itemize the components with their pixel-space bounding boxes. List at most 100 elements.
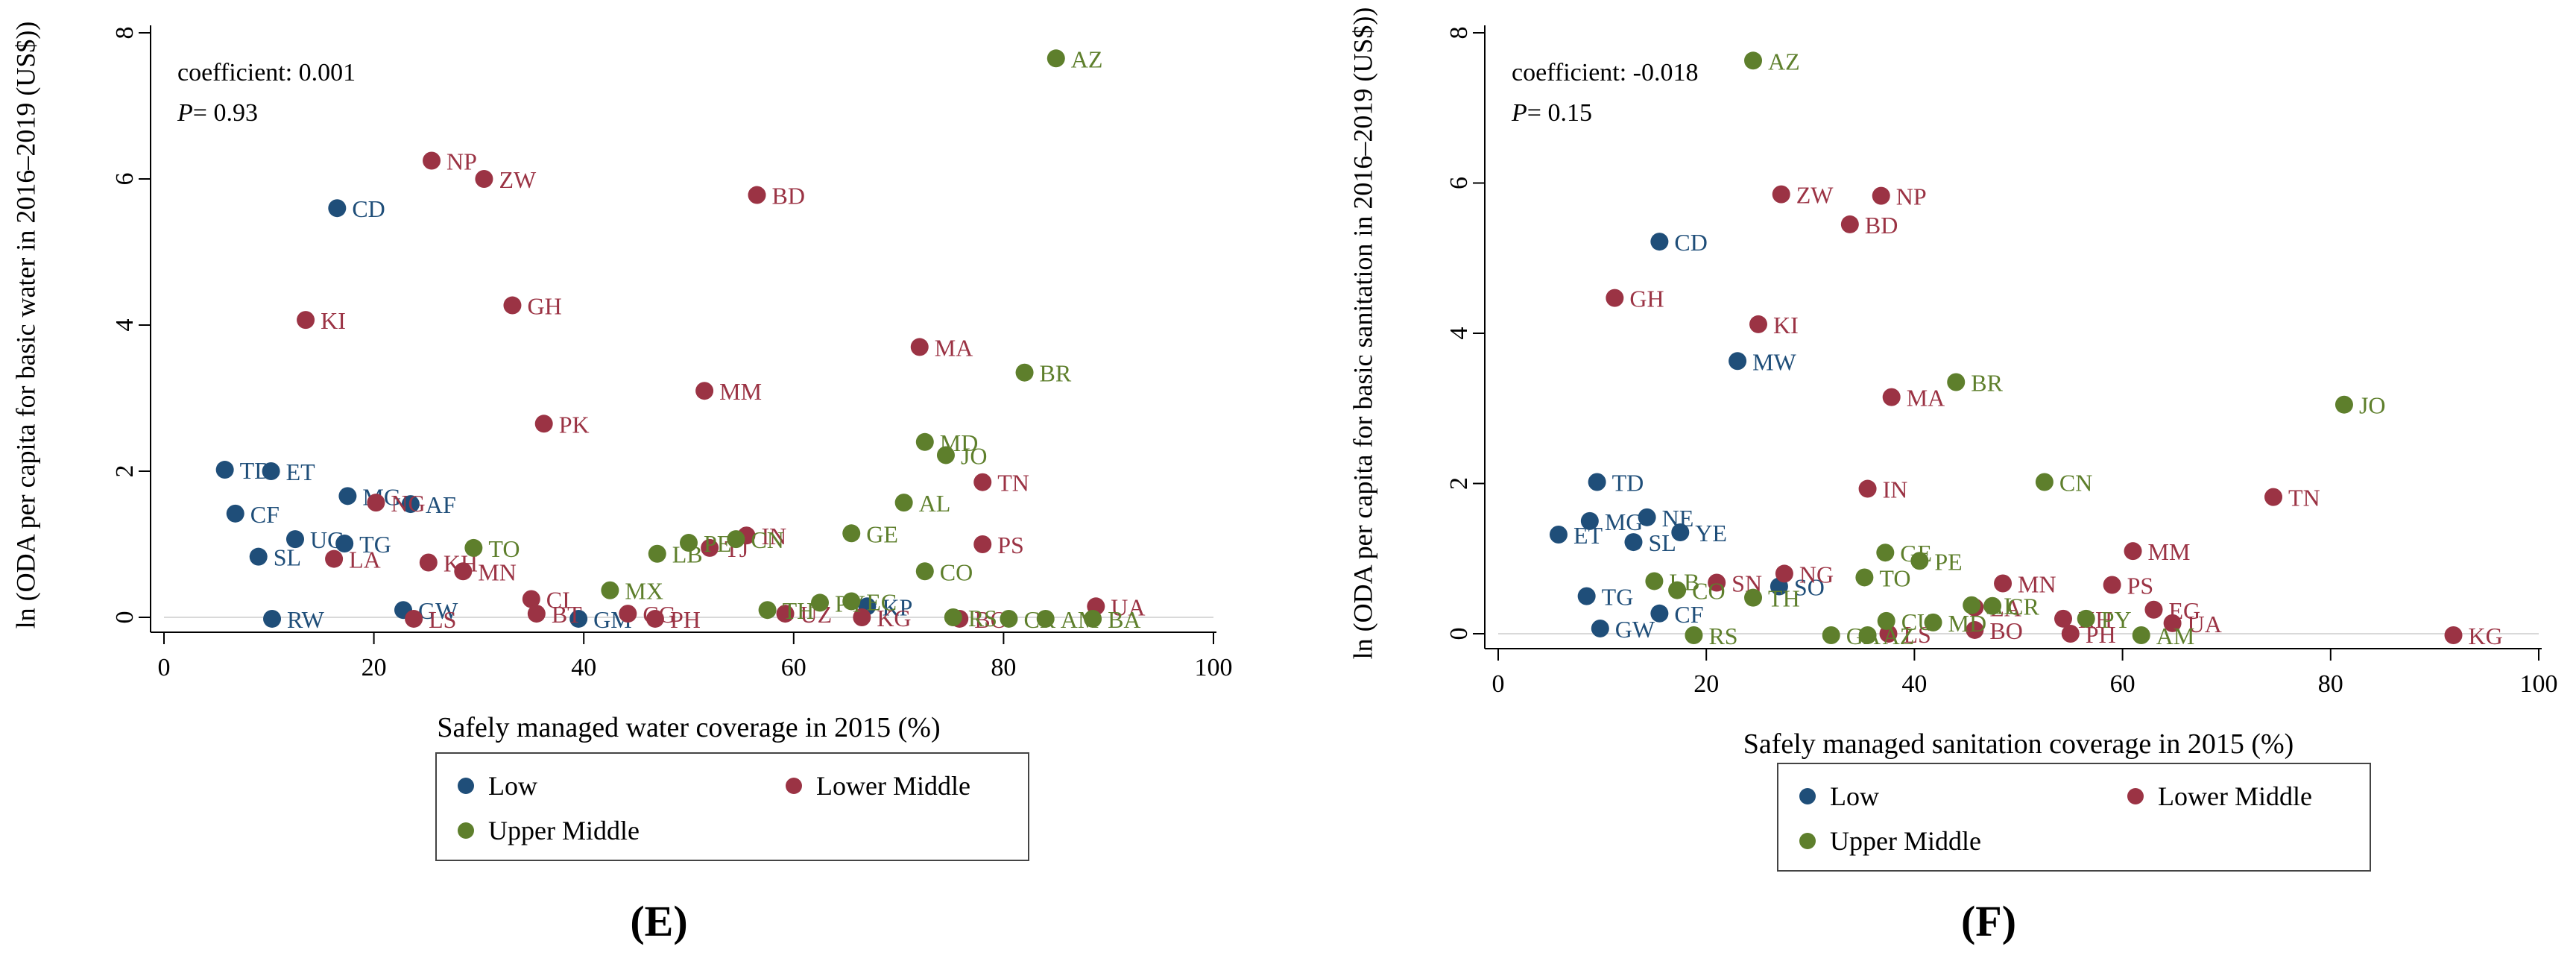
data-point-br [1015, 363, 1034, 382]
data-point-sl [249, 547, 268, 566]
panel-label-f: (F) [1961, 897, 2016, 945]
data-label-mg: MG [1605, 508, 1644, 535]
data-point-uz [776, 605, 795, 623]
data-point-az [1046, 49, 1065, 68]
data-point-td [1588, 473, 1606, 491]
data-label-et: ET [1573, 522, 1603, 549]
data-label-td: TD [1612, 469, 1644, 496]
y-tick-label: 8 [1445, 27, 1473, 40]
data-point-th [758, 601, 777, 620]
data-point-ec [842, 592, 861, 611]
data-label-gw: GW [418, 597, 458, 624]
legend-box [435, 752, 1029, 861]
data-point-ge [1876, 544, 1895, 562]
data-point-md [915, 432, 934, 451]
data-label-mw: MW [1752, 348, 1796, 375]
x-tick-label: 20 [362, 654, 387, 681]
data-point-et [262, 462, 280, 480]
data-point-in [1858, 479, 1877, 498]
data-point-mn [1994, 574, 2012, 593]
data-label-in: IN [761, 523, 786, 549]
data-point-bd [1840, 215, 1859, 233]
data-label-ng: NG [391, 490, 425, 517]
x-tick-label: 60 [781, 654, 806, 681]
data-point-mn [454, 562, 473, 581]
data-point-ps [973, 535, 992, 553]
x-tick-label: 60 [2110, 670, 2135, 698]
data-point-ng [1775, 564, 1793, 583]
coefficient-annotation: coefficient: 0.001 [177, 59, 356, 86]
data-label-py: PY [2101, 606, 2132, 633]
data-label-pe: PE [1934, 548, 1962, 575]
data-point-rs [1685, 626, 1703, 645]
data-point-tn [973, 473, 992, 491]
data-point-ps [2103, 576, 2121, 594]
data-point-md [1924, 613, 1942, 631]
x-tick-label: 0 [1492, 670, 1505, 698]
data-label-kg: KG [877, 605, 911, 631]
y-tick-label: 2 [1445, 477, 1473, 490]
data-point-ge [842, 524, 861, 543]
data-label-sl: SL [274, 544, 301, 571]
data-label-jo: JO [2359, 392, 2386, 419]
data-point-ki [297, 311, 315, 330]
data-point-ng [367, 494, 385, 512]
x-tick-label: 100 [2520, 670, 2558, 698]
data-label-am: AM [2156, 623, 2195, 649]
data-label-in: IN [1883, 476, 1908, 503]
data-point-zw [1772, 185, 1790, 204]
data-point-tg [1577, 587, 1596, 605]
data-point-to [1855, 568, 1874, 587]
y-tick-label: 0 [111, 611, 139, 624]
data-label-az: AZ [1883, 623, 1915, 649]
data-label-ba: BA [1108, 606, 1140, 633]
data-label-mm: MM [719, 378, 762, 405]
y-tick-label: 8 [111, 27, 139, 40]
x-tick-label: 80 [2318, 670, 2343, 698]
data-point-ba [1084, 609, 1102, 628]
data-point-cg [619, 605, 637, 623]
data-label-az: AZ [1071, 45, 1103, 72]
data-label-np: NP [1896, 183, 1927, 210]
data-point-mg [338, 487, 357, 505]
data-label-ua: UA [2188, 611, 2222, 637]
data-point-gm [569, 609, 588, 628]
data-point-mm [2124, 542, 2142, 561]
data-label-mm: MM [2148, 538, 2191, 565]
data-label-cn: CN [751, 526, 783, 553]
x-axis-title: Safely managed sanitation coverage in 20… [1743, 728, 2294, 760]
data-point-tg [335, 535, 354, 553]
data-label-al: AL [919, 490, 951, 517]
data-label-cf: CF [250, 501, 280, 528]
data-point-ki [1749, 315, 1767, 333]
data-point-kg [853, 608, 871, 626]
data-point-mx [601, 581, 619, 599]
legend-marker-lower-middle [2127, 788, 2144, 804]
data-point-az [1858, 626, 1877, 645]
data-point-np [1872, 186, 1890, 205]
data-point-co [1668, 581, 1687, 599]
data-label-ec: EC [866, 588, 897, 615]
data-label-tg: TG [359, 531, 391, 558]
legend-label-upper-middle: Upper Middle [488, 816, 640, 845]
data-label-ye: YE [1695, 520, 1727, 547]
legend-marker-upper-middle [1799, 833, 1816, 849]
data-point-zw [475, 170, 493, 188]
data-point-rw [263, 609, 282, 628]
panel-label-e: (E) [630, 897, 687, 945]
data-label-ng: NG [1799, 561, 1834, 588]
data-label-bd: BD [1865, 212, 1898, 239]
data-label-ls: LS [429, 606, 456, 633]
data-point-cu [1877, 611, 1895, 630]
data-label-tn: TN [997, 470, 1029, 497]
panel-F: 0 20 40 60 80 100 0 2 4 6 8 Safely managed sanitati… [1348, 7, 2557, 945]
data-point-cr [1983, 596, 2002, 615]
data-point-kh [419, 553, 438, 572]
data-label-ki: KI [1773, 312, 1799, 338]
data-label-ph: PH [670, 606, 701, 633]
y-axis-title: ln (ODA per capita for basic water in 20… [10, 22, 40, 629]
data-point-br [1947, 373, 1966, 391]
data-point-lb [1645, 572, 1664, 590]
data-point-kh [2054, 609, 2073, 628]
data-label-co: CO [940, 558, 973, 585]
